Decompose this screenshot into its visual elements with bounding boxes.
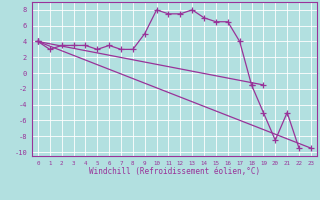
- X-axis label: Windchill (Refroidissement éolien,°C): Windchill (Refroidissement éolien,°C): [89, 167, 260, 176]
